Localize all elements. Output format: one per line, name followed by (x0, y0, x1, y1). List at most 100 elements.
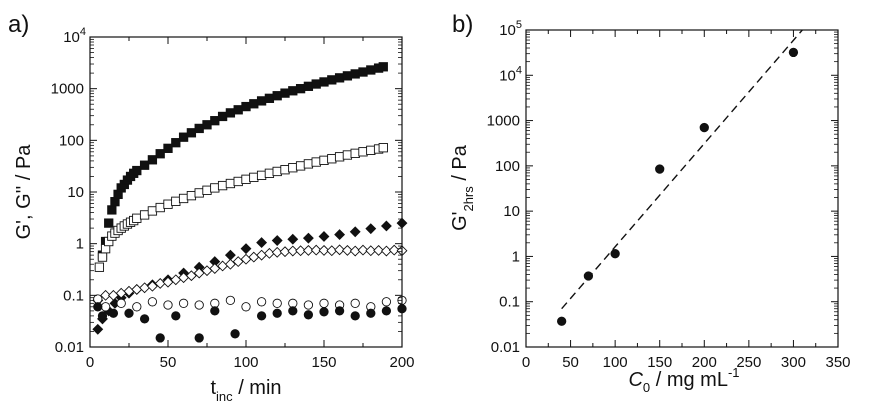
panel-a-open-diamond-point (287, 245, 299, 257)
panel-a-open-diamond-point (256, 249, 268, 261)
panel-a-open-square-point (132, 213, 142, 223)
panel-a-filled-circle-point (171, 311, 181, 321)
panel-a-open-circle-point (100, 302, 111, 312)
panel-b-x-tick-label: 0 (522, 354, 530, 371)
panel-b-x-axis-label: C0 / mg mL-1 (628, 365, 739, 395)
panel-b-label: b) (452, 11, 473, 38)
panel-b-fit-line (561, 29, 803, 310)
panel-a-filled-diamond-point (240, 243, 252, 255)
panel-a-open-diamond-point (388, 244, 400, 256)
panel-a-filled-square-point (194, 123, 204, 134)
panel-a-filled-circle-point (210, 306, 220, 316)
panel-a-open-square-point (163, 199, 173, 209)
panel-a-open-circle-point (319, 298, 329, 308)
panel-a-filled-circle-point (256, 311, 267, 321)
panel-b-x-label-sup: -1 (728, 365, 740, 380)
panel-a-open-diamond-point (318, 244, 330, 256)
panel-a-open-square-point (264, 168, 275, 178)
panel-a-open-diamond-point (248, 251, 260, 263)
panel-b-plot-frame (525, 29, 839, 348)
panel-a-open-square-point (97, 252, 108, 262)
panel-a-filled-square-point (155, 149, 165, 159)
panel-b-y-tick-exponent: 5 (516, 19, 522, 31)
panel-a-open-circle-point (194, 300, 204, 310)
panel-a-open-square-point (194, 188, 204, 198)
panel-a-filled-square-point (139, 160, 150, 170)
panel-a-open-square-point (155, 202, 165, 213)
panel-a-open-circle-point (132, 302, 142, 312)
panel-a-open-square-point (342, 150, 353, 160)
panel-a-filled-diamond-point (256, 237, 268, 249)
panel-a-y-tick-label: 1000 (51, 81, 84, 98)
panel-a-open-diamond-point (341, 244, 353, 256)
panel-a-open-diamond-point (295, 245, 307, 257)
panel-a-filled-square-point (171, 138, 181, 148)
panel-a-open-diamond-point (100, 289, 112, 301)
panel-a-open-square-point (350, 148, 360, 158)
panel-a-filled-circle-point (230, 329, 240, 339)
panel-a-open-diamond-point (365, 245, 377, 257)
panel-a-open-circle-point (93, 294, 103, 304)
panel-a-open-square-point (378, 143, 388, 153)
panel-a-filled-circle-point (93, 302, 103, 312)
panel-a-x-tick-label: 50 (160, 354, 177, 371)
panel-b-x-label-rest: / mg mL (650, 369, 728, 391)
panel-a-open-square-point (171, 196, 181, 206)
panel-a-label: a) (8, 11, 29, 38)
panel-a-x-label-main: t (210, 377, 216, 399)
panel-a-open-circle-point (116, 298, 126, 308)
panel-b-x-tick-label: 100 (603, 354, 628, 371)
panel-a-filled-circle-point (124, 308, 134, 318)
panel-a-filled-diamond-point (271, 235, 283, 246)
panel-b-data-point (583, 271, 594, 281)
panel-b-x-tick-label: 250 (736, 354, 761, 371)
panel-a-y-tick-exponent: 4 (80, 26, 86, 38)
panel-a-y-tick-label: 100 (59, 132, 84, 149)
panel-a-x-tick-label: 0 (86, 354, 94, 371)
panel-a-open-square-point (280, 165, 290, 175)
panel-a-filled-square-point (264, 93, 275, 103)
panel-a-filled-diamond-point (287, 233, 299, 245)
panel-b-x-label-sub: 0 (643, 380, 650, 395)
panel-a-y-tick-label: 10 (67, 184, 84, 201)
panel-a-x-tick-label: 200 (389, 354, 414, 371)
panel-a-filled-circle-point (319, 307, 329, 317)
panel-a-open-diamond-point (357, 244, 369, 256)
panel-a-filled-circle-point (272, 308, 282, 318)
panel-a-open-diamond-point (334, 244, 346, 256)
panel-a-filled-square-point (295, 84, 306, 94)
panel-b-x-tick-label: 350 (825, 354, 850, 371)
panel-a-filled-diamond-point (334, 229, 346, 241)
panel-a-x-label-rest: / min (233, 377, 282, 399)
panel-a-open-square-point (311, 157, 321, 167)
panel-a-open-circle-point (350, 298, 360, 308)
panel-a-filled-square-point (241, 101, 251, 112)
panel-b-x-tick-label: 50 (562, 354, 579, 371)
panel-a-filled-diamond-point (224, 249, 236, 261)
panel-a-filled-square-point (104, 218, 114, 228)
panel-a-open-circle-point (241, 302, 251, 312)
panel-a-filled-diamond-point (380, 220, 392, 232)
panel-a-open-circle-point (272, 298, 282, 308)
panel-a-filled-circle-point (381, 306, 392, 316)
panel-a-filled-square-point (272, 91, 282, 101)
panel-a-open-square-point (202, 185, 212, 195)
panel-a-open-circle-point (303, 300, 314, 310)
panel-a-x-tick-label: 150 (311, 354, 336, 371)
panel-a-filled-square-point (256, 96, 267, 106)
panel-b-data-point (557, 316, 567, 326)
panel-b: b) 0 50 100 150 200 250 300 3501051041000100101… (449, 11, 851, 395)
panel-a-open-square-point (210, 183, 220, 193)
panel-b-data-point (788, 47, 799, 58)
panel-b-data-point (655, 164, 665, 174)
panel-a-y-tick-label: 1 (76, 236, 84, 253)
panel-a-open-square-point (94, 262, 105, 272)
panel-b-y-label-rest: / Pa (449, 144, 471, 186)
panel-a-open-circle-point (163, 300, 173, 310)
panel-a-y-tick-label: 0.1 (63, 287, 84, 304)
panel-a-filled-square-point (334, 73, 345, 83)
panel-b-y-tick-label: 105 (499, 19, 522, 39)
panel-a-open-square-point (272, 166, 282, 177)
